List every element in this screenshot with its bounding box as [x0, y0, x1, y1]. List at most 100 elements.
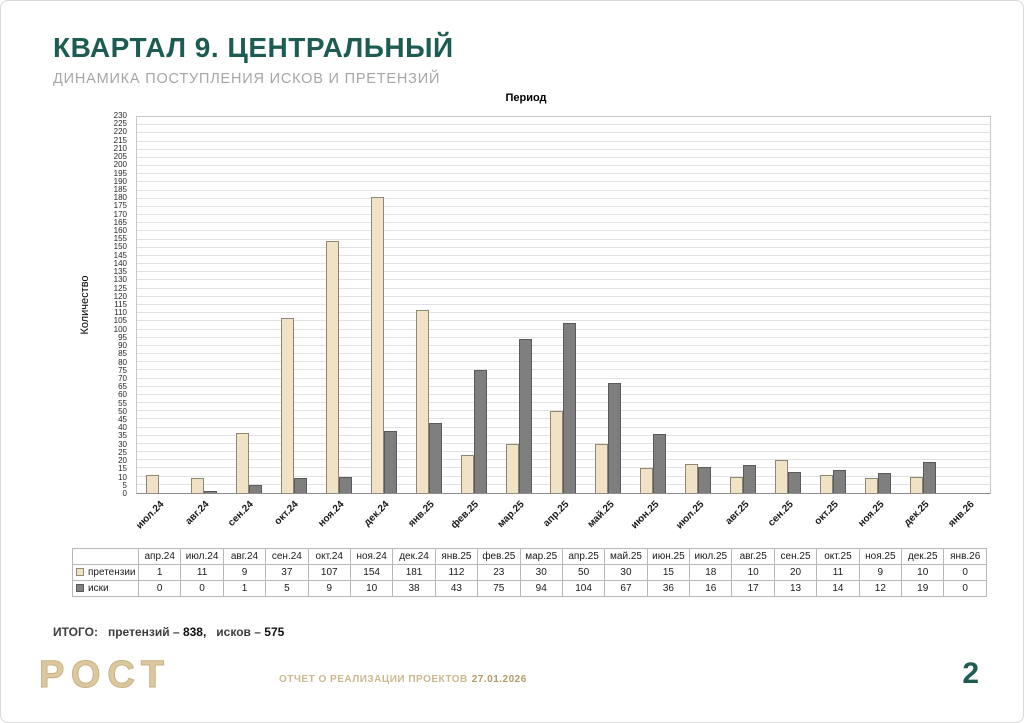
y-tick-label: 100	[113, 324, 127, 334]
y-axis-title: Количество	[79, 275, 91, 335]
table-cell: 0	[137, 580, 182, 597]
table-cell: 1	[137, 564, 182, 581]
gridline	[137, 140, 990, 142]
bar-group	[182, 117, 227, 493]
bar-pretenzii	[595, 443, 609, 493]
bar-iski	[608, 383, 622, 493]
y-tick-label: 135	[113, 267, 127, 277]
bar-pretenzii	[191, 478, 205, 493]
table-col-header: авг.24	[222, 548, 267, 565]
y-tick-label: 150	[113, 242, 127, 252]
bar-group	[900, 117, 945, 493]
table-cell: 12	[858, 580, 903, 597]
table-cell: 1	[222, 580, 267, 597]
rost-logo: РОСТ	[38, 654, 172, 697]
x-tick-label: янв.26	[945, 499, 977, 530]
table-row-pretenzii: претензии 1 11 9 37 107 154 181 112 23 30 50 30 15 18 1…	[72, 564, 987, 581]
table-cell: 10	[349, 580, 394, 597]
bar-pretenzii	[370, 197, 384, 493]
y-tick-label: 230	[113, 111, 127, 120]
y-tick-label: 55	[118, 398, 127, 408]
x-tick-label: июл.25	[673, 499, 707, 532]
totals-iski-label: исков –	[216, 625, 261, 639]
bar-iski	[832, 470, 846, 493]
gridline	[137, 230, 990, 232]
table-cell: 43	[434, 580, 479, 597]
x-tick-label: сен.24	[226, 499, 257, 529]
y-tick-label: 225	[113, 119, 127, 129]
bar-iski	[563, 322, 577, 493]
bar-iski	[383, 430, 397, 493]
table-col-header: мар.25	[519, 548, 563, 565]
bar-pretenzii	[685, 463, 699, 493]
gridline	[137, 271, 990, 273]
table-col-header: авг.25	[731, 548, 775, 565]
x-tick-label: июл.24	[133, 499, 167, 532]
bar-iski	[428, 422, 442, 493]
x-tick: дек.25	[901, 497, 946, 549]
y-tick-label: 155	[113, 234, 127, 244]
y-tick-label: 10	[118, 472, 127, 482]
data-table: апр.24 июл.24 авг.24 сен.24 окт.24 ноя.24 дек.…	[72, 548, 987, 597]
totals-pretenzii-label: претензий –	[107, 625, 180, 639]
y-tick-label: 25	[118, 447, 127, 457]
x-tick: сен.25	[766, 497, 811, 549]
x-tick-label: фев.25	[449, 499, 482, 531]
totals-iski-value: 575	[264, 625, 285, 639]
report-label: ОТЧЕТ О РЕАЛИЗАЦИИ ПРОЕКТОВ	[279, 674, 468, 685]
table-col-header: дек.25	[901, 548, 945, 565]
bar-iski	[787, 471, 801, 493]
legend-label: иски	[88, 583, 109, 594]
gridline	[137, 197, 990, 199]
bar-group	[541, 117, 586, 493]
table-cell: 9	[858, 564, 903, 581]
x-tick: ноя.24	[316, 497, 361, 549]
table-header-row: апр.24 июл.24 авг.24 сен.24 окт.24 ноя.24 дек.…	[72, 548, 987, 565]
bars	[137, 117, 990, 493]
x-tick-label: дек.24	[361, 499, 392, 529]
x-tick-label: апр.25	[541, 499, 572, 530]
table-cell: 94	[519, 580, 563, 597]
bar-group	[406, 117, 451, 493]
totals-pretenzii: претензий – 838,	[108, 625, 206, 639]
gridline	[137, 132, 990, 134]
totals: ИТОГО: претензий – 838, исков – 575	[53, 625, 284, 639]
bar-iski	[204, 491, 218, 493]
y-tick-label: 60	[118, 390, 127, 400]
bar-group	[317, 117, 362, 493]
y-tick-label: 195	[113, 168, 127, 178]
x-tick-label: авг.24	[183, 499, 212, 528]
table-col-header: дек.24	[392, 548, 436, 565]
table-row-iski: иски 0 0 1 5 9 10 38 43 75 94 104 67 36 16 17 13 14 12 19 0	[72, 580, 987, 597]
y-tick-label: 75	[118, 365, 127, 375]
x-tick: авг.24	[181, 497, 226, 549]
y-tick-label: 65	[118, 382, 127, 392]
page-title-number: 9.	[194, 32, 220, 63]
legend-swatch-iski	[76, 584, 84, 592]
bar-group	[631, 117, 676, 493]
table-cell: 154	[349, 564, 394, 581]
bar-group	[765, 117, 810, 493]
y-tick-label: 185	[113, 184, 127, 194]
table-cell: 20	[773, 564, 818, 581]
bar-pretenzii	[774, 460, 788, 493]
gridline	[137, 214, 990, 216]
bar-group	[810, 117, 855, 493]
bar-iski	[743, 465, 757, 493]
x-tick-label: ноя.24	[316, 499, 347, 530]
table-col-header: ноя.24	[349, 548, 394, 565]
y-tick-label: 110	[114, 308, 127, 318]
gridline	[137, 205, 990, 207]
bar-iski	[339, 476, 352, 493]
gridline	[137, 287, 990, 289]
bar-iski	[249, 484, 263, 493]
bar-group	[855, 117, 900, 493]
table-col-header: июл.25	[689, 548, 733, 565]
y-tick-label: 85	[118, 349, 127, 359]
report-date: 27.01.2026	[471, 674, 527, 685]
x-tick: май.25	[585, 497, 631, 549]
x-tick: янв.26	[946, 497, 991, 549]
bar-group	[676, 117, 721, 493]
y-tick-label: 115	[114, 300, 127, 309]
table-cell: 0	[180, 580, 224, 597]
